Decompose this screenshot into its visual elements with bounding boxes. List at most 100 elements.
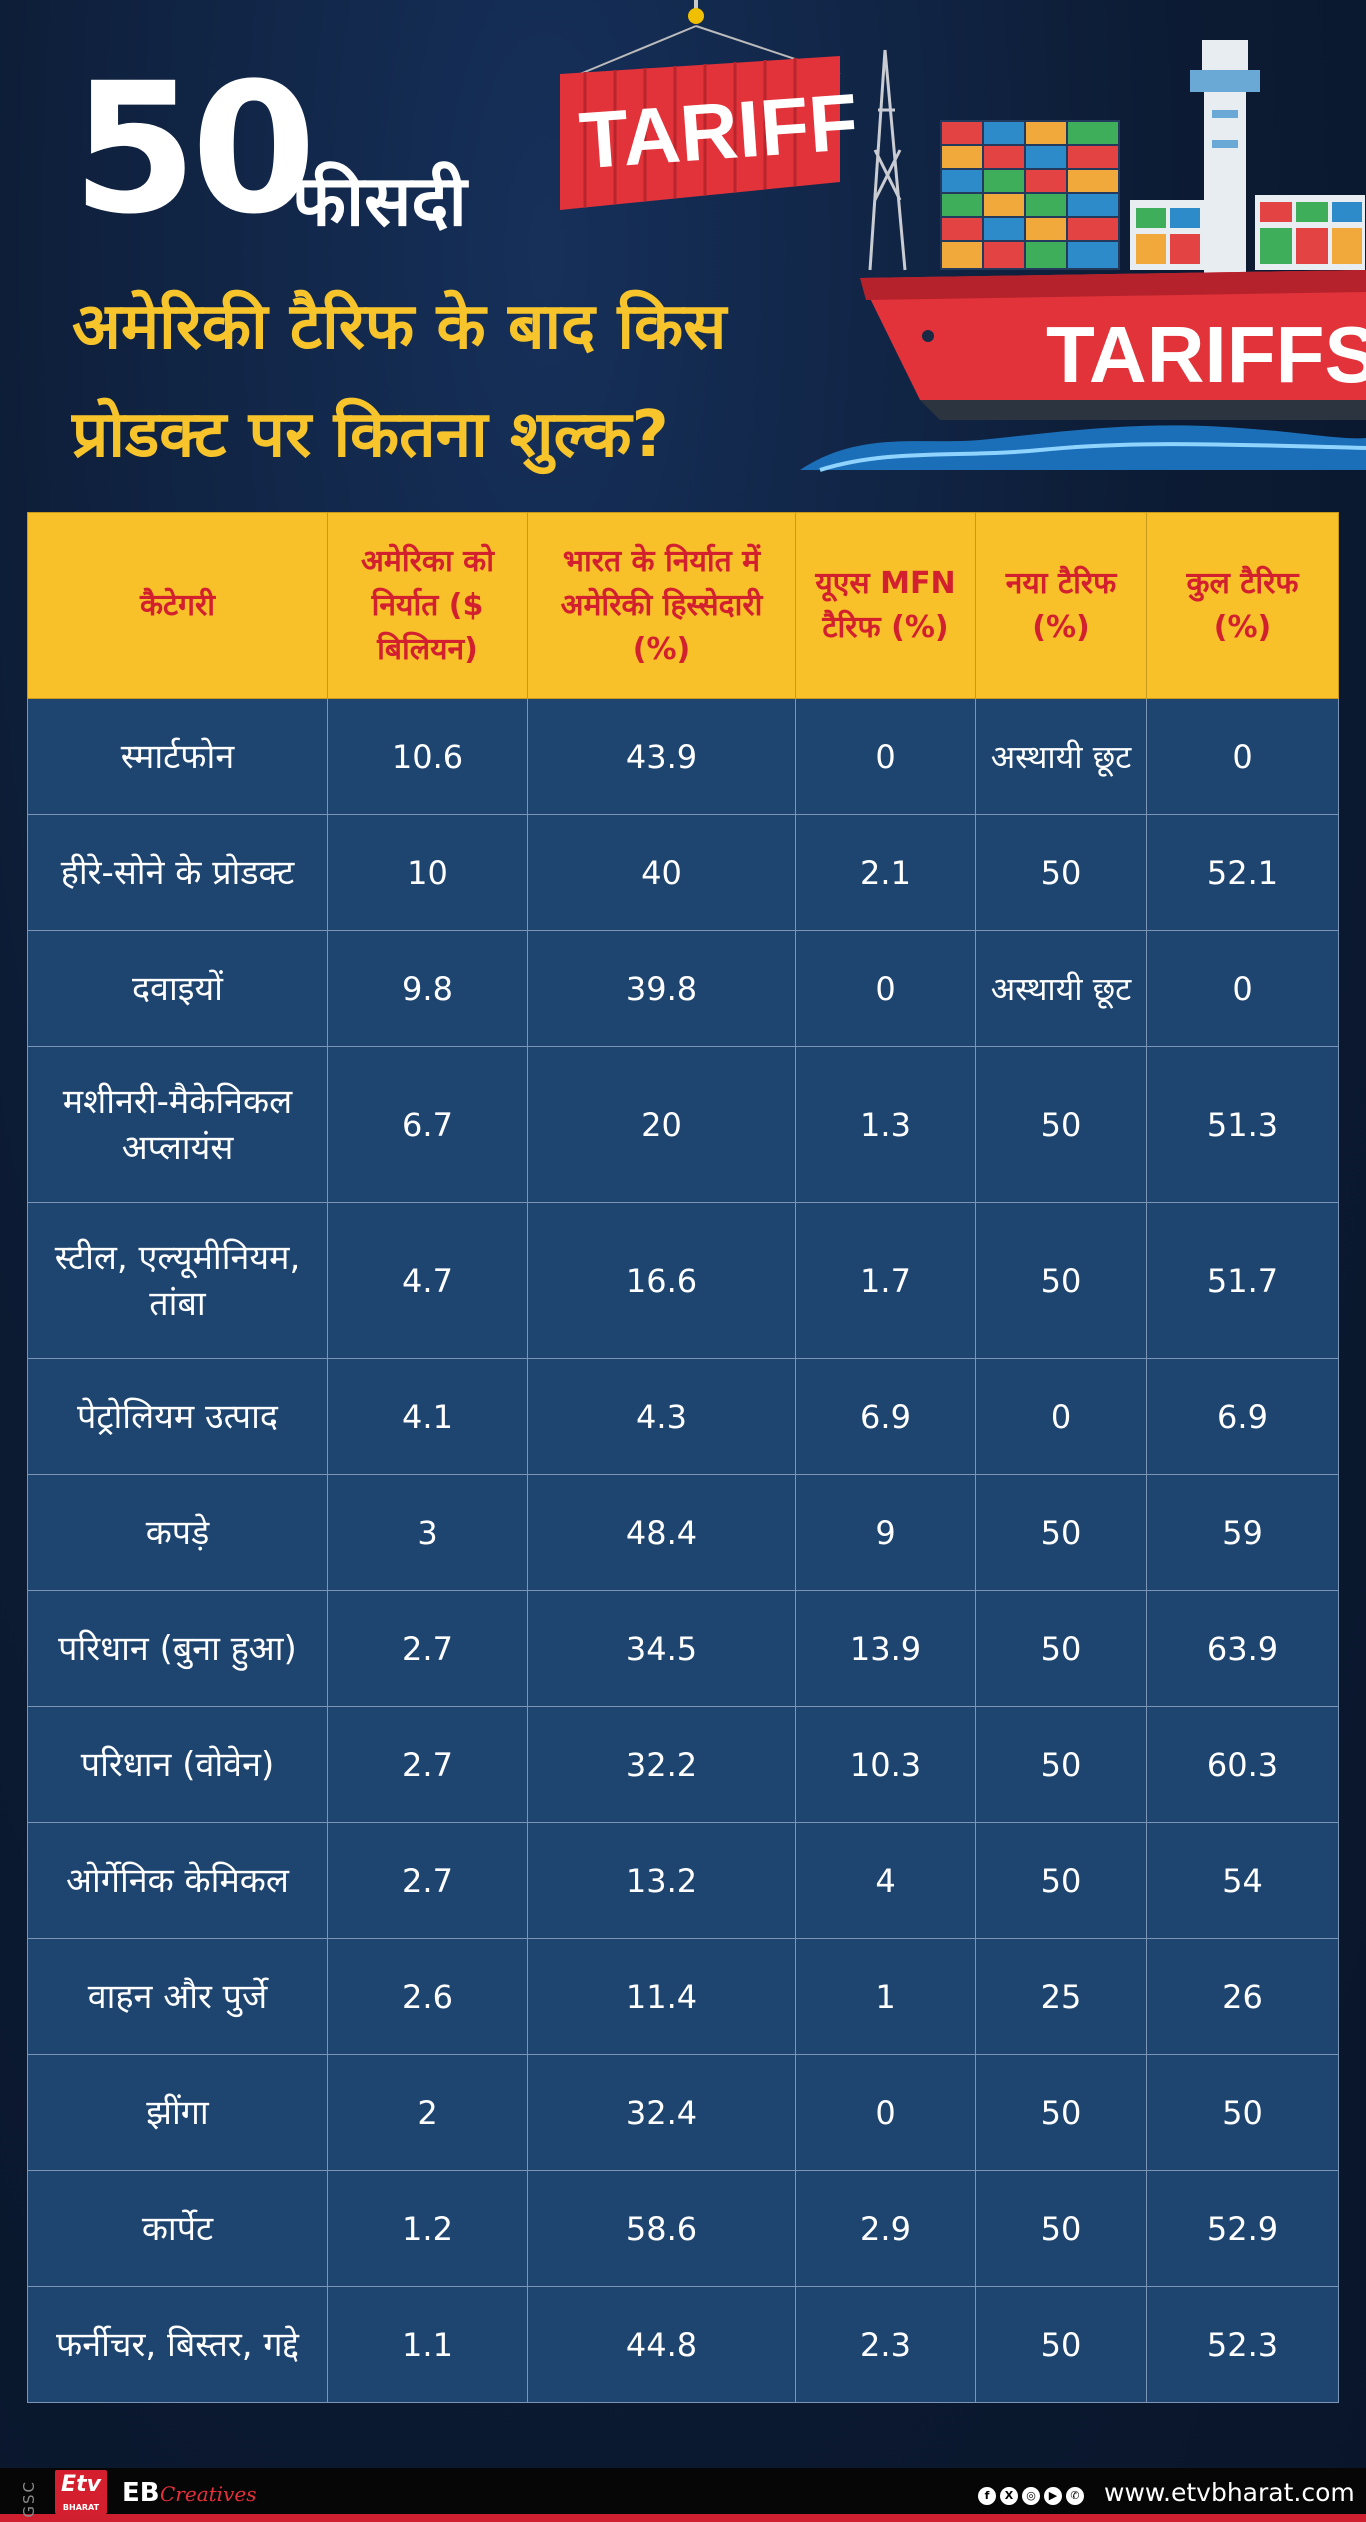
cell-share: 58.6 [527,2170,796,2287]
cell-share: 20 [527,1046,796,1203]
cell-total: 0 [1146,930,1339,1047]
cell-total: 51.3 [1146,1046,1339,1203]
table-row: फर्नीचर, बिस्तर, गद्दे 1.1 44.8 2.3 50 5… [27,2286,1339,2403]
whatsapp-icon[interactable]: ✆ [1066,2487,1084,2505]
cell-new-tariff: 50 [975,1202,1147,1359]
cell-category: परिधान (बुना हुआ) [27,1590,328,1707]
cell-share: 40 [527,814,796,931]
cell-share: 11.4 [527,1938,796,2055]
facebook-icon[interactable]: f [978,2487,996,2505]
cell-new-tariff: 50 [975,814,1147,931]
cell-category: परिधान (वोवेन) [27,1706,328,1823]
table-row: कपड़े 3 48.4 9 50 59 [27,1474,1339,1591]
waves-graphic [800,425,1366,472]
cell-new-tariff: 50 [975,2170,1147,2287]
cell-new-tariff: अस्थायी छूट [975,930,1147,1047]
etv-bharat-logo[interactable]: Etv BHARAT [55,2470,107,2514]
cell-category: पेट्रोलियम उत्पाद [27,1358,328,1475]
logo-subtext: BHARAT [62,2503,100,2512]
website-link[interactable]: www.etvbharat.com [1104,2478,1355,2507]
cell-category: हीरे-सोने के प्रोडक्ट [27,814,328,931]
instagram-icon[interactable]: ◎ [1022,2487,1040,2505]
container-label: TARIFF [577,77,861,185]
cell-total: 54 [1146,1822,1339,1939]
cell-mfn: 10.3 [795,1706,976,1823]
cell-total: 0 [1146,698,1339,815]
cell-new-tariff: 50 [975,2054,1147,2171]
social-icons: f X ◎ ▶ ✆ [978,2484,1088,2508]
x-icon[interactable]: X [1000,2487,1018,2505]
header-us-mfn-tariff: यूएस MFN टैरिफ (%) [795,512,976,699]
headline-suffix: फीसदी [292,160,467,242]
cell-total: 50 [1146,2054,1339,2171]
cell-share: 32.4 [527,2054,796,2171]
header-total-tariff: कुल टैरिफ (%) [1146,512,1339,699]
cell-exports: 3 [327,1474,528,1591]
table-row: हीरे-सोने के प्रोडक्ट 10 40 2.1 50 52.1 [27,814,1339,931]
cell-exports: 4.7 [327,1202,528,1359]
ship-label: TARIFFS [1046,310,1366,399]
headline-number: 50 [72,45,316,254]
eb-creatives-label: Creatives [160,2482,257,2506]
cell-new-tariff: 50 [975,2286,1147,2403]
cell-mfn: 0 [795,930,976,1047]
cell-share: 4.3 [527,1358,796,1475]
youtube-icon[interactable]: ▶ [1044,2487,1062,2505]
cell-exports: 2 [327,2054,528,2171]
cell-total: 51.7 [1146,1202,1339,1359]
cell-share: 43.9 [527,698,796,815]
footer-bar [0,2468,1366,2522]
cell-mfn: 1.3 [795,1046,976,1203]
subtitle-line-2: प्रोडक्ट पर कितना शुल्क? [72,398,669,472]
cell-exports: 4.1 [327,1358,528,1475]
cell-new-tariff: 25 [975,1938,1147,2055]
cell-exports: 9.8 [327,930,528,1047]
cell-mfn: 0 [795,698,976,815]
cell-share: 44.8 [527,2286,796,2403]
tariff-table: कैटेगरी अमेरिका को निर्यात ($ बिलियन) भा… [27,512,1339,2403]
eb-label: EB [122,2478,160,2508]
table-row: ओर्गेनिक केमिकल 2.7 13.2 4 50 54 [27,1822,1339,1939]
container-stack-graphic [940,120,1365,270]
table-row: मशीनरी-मैकेनिकल अप्लायंस 6.7 20 1.3 50 5… [27,1046,1339,1203]
cell-exports: 2.6 [327,1938,528,2055]
cell-new-tariff: अस्थायी छूट [975,698,1147,815]
table-row: झींगा 2 32.4 0 50 50 [27,2054,1339,2171]
cell-new-tariff: 50 [975,1474,1147,1591]
cell-exports: 2.7 [327,1590,528,1707]
cell-new-tariff: 50 [975,1590,1147,1707]
cell-new-tariff: 50 [975,1822,1147,1939]
header-us-share: भारत के निर्यात में अमेरिकी हिस्सेदारी (… [527,512,796,699]
cell-exports: 1.1 [327,2286,528,2403]
table-row: कार्पेट 1.2 58.6 2.9 50 52.9 [27,2170,1339,2287]
cell-new-tariff: 50 [975,1046,1147,1203]
table-row: पेट्रोलियम उत्पाद 4.1 4.3 6.9 0 6.9 [27,1358,1339,1475]
cell-share: 16.6 [527,1202,796,1359]
table-row: स्टील, एल्यूमीनियम, तांबा 4.7 16.6 1.7 5… [27,1202,1339,1359]
cell-share: 34.5 [527,1590,796,1707]
cell-category: झींगा [27,2054,328,2171]
subtitle-line-1: अमेरिकी टैरिफ के बाद किस [72,290,727,364]
cargo-ship-illustration: TARIFF [560,0,1366,472]
cell-category: फर्नीचर, बिस्तर, गद्दे [27,2286,328,2403]
cell-new-tariff: 0 [975,1358,1147,1475]
footer-accent-line [0,2514,1366,2522]
cell-share: 39.8 [527,930,796,1047]
table-row: स्मार्टफोन 10.6 43.9 0 अस्थायी छूट 0 [27,698,1339,815]
cell-share: 32.2 [527,1706,796,1823]
table-row: दवाइयों 9.8 39.8 0 अस्थायी छूट 0 [27,930,1339,1047]
cell-mfn: 1 [795,1938,976,2055]
cell-mfn: 13.9 [795,1590,976,1707]
cell-mfn: 1.7 [795,1202,976,1359]
cell-total: 60.3 [1146,1706,1339,1823]
header-new-tariff: नया टैरिफ (%) [975,512,1147,699]
cell-mfn: 9 [795,1474,976,1591]
cell-category: स्टील, एल्यूमीनियम, तांबा [27,1202,328,1359]
cell-exports: 10 [327,814,528,931]
cell-category: ओर्गेनिक केमिकल [27,1822,328,1939]
cell-mfn: 6.9 [795,1358,976,1475]
header-category: कैटेगरी [27,512,328,699]
cell-category: मशीनरी-मैकेनिकल अप्लायंस [27,1046,328,1203]
logo-text: Etv [61,2472,101,2497]
cell-exports: 1.2 [327,2170,528,2287]
